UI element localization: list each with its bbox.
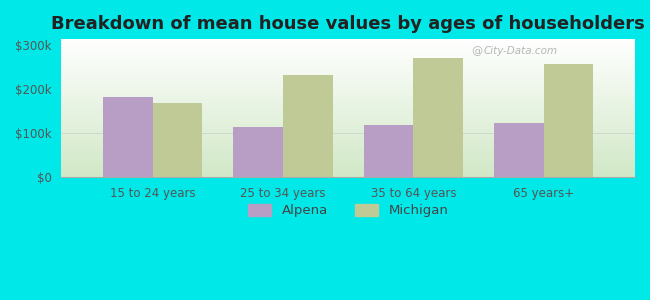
Bar [413,58,463,177]
Text: City-Data.com: City-Data.com [483,46,557,56]
Bar [103,97,153,177]
Bar [283,75,333,177]
Bar [153,103,202,177]
Bar [364,125,413,177]
Title: Breakdown of mean house values by ages of householders: Breakdown of mean house values by ages o… [51,15,645,33]
Bar [494,123,544,177]
Bar [544,64,593,177]
Bar [233,127,283,177]
Text: @: @ [472,46,483,56]
Legend: Alpena, Michigan: Alpena, Michigan [242,199,454,223]
